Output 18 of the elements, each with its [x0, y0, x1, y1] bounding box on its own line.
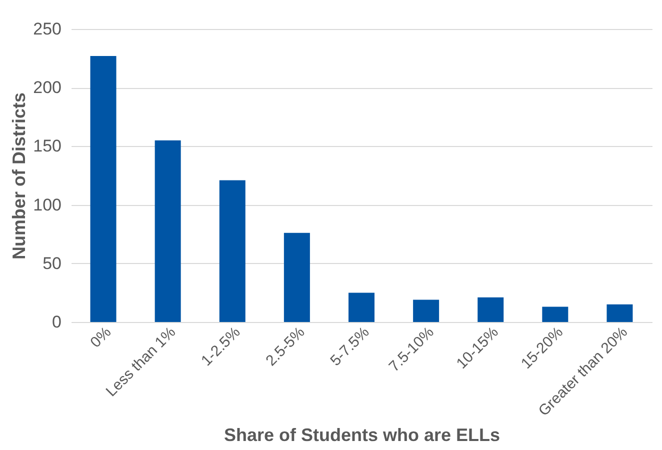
y-tick-label: 200 — [33, 78, 62, 98]
x-axis-title: Share of Students who are ELLs — [224, 424, 500, 445]
bar — [413, 300, 440, 322]
bar — [219, 180, 246, 322]
y-axis-title: Number of Districts — [9, 92, 30, 260]
bar — [478, 297, 504, 322]
bar — [90, 56, 116, 322]
bar — [348, 292, 374, 322]
y-tick-label: 150 — [33, 136, 62, 156]
y-tick-label: 50 — [42, 254, 62, 273]
bar — [284, 232, 310, 322]
bar — [542, 306, 568, 322]
y-tick-label: 100 — [33, 195, 62, 214]
x-tick-label: 0% — [87, 324, 115, 352]
y-tick-label: 0 — [52, 312, 62, 332]
y-tick-label: 250 — [33, 20, 62, 38]
bar — [606, 304, 633, 322]
bar — [154, 140, 181, 322]
